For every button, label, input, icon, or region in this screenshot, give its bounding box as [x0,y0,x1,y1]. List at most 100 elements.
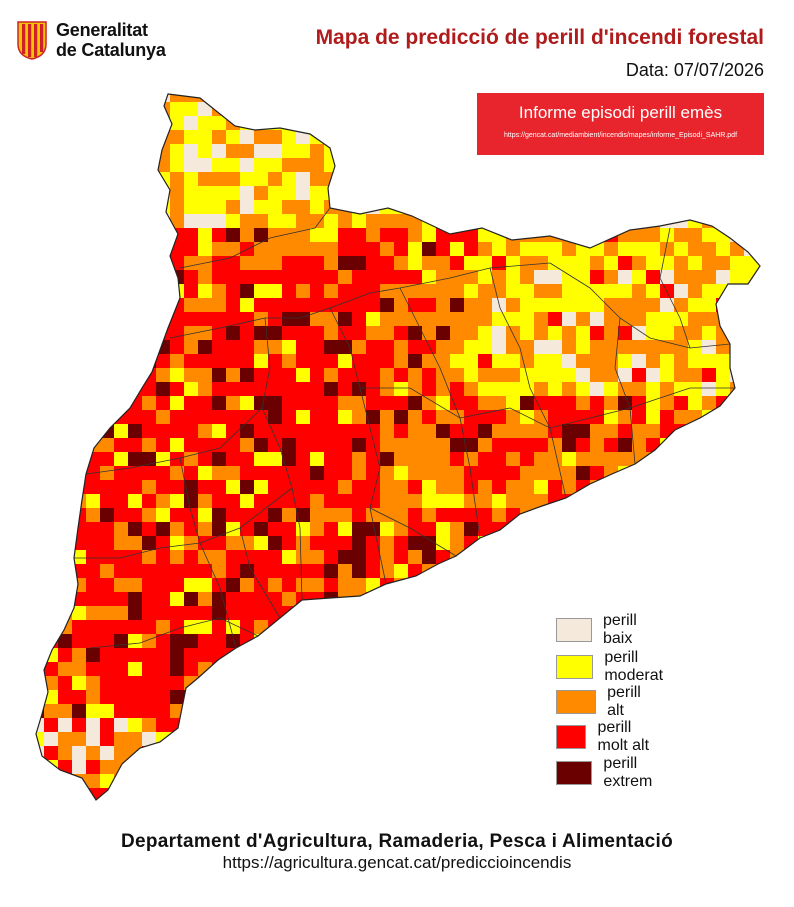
risk-cell [394,760,408,774]
risk-cell [408,676,422,690]
risk-cell [296,382,310,396]
risk-cell [324,648,338,662]
risk-cell [310,466,324,480]
risk-cell [254,284,268,298]
risk-cell [86,522,100,536]
risk-cell [422,410,436,424]
risk-cell [730,578,744,592]
risk-cell [464,256,478,270]
risk-cell [338,494,352,508]
risk-cell [170,606,184,620]
risk-cell [352,802,366,808]
risk-cell [324,284,338,298]
episode-banner[interactable]: Informe episodi perill emès https://genc… [477,93,764,155]
risk-cell [632,270,646,284]
risk-cell [324,606,338,620]
risk-cell [744,410,758,424]
risk-cell [240,676,254,690]
risk-cell [506,788,520,800]
risk-cell [478,340,492,354]
risk-cell [408,298,422,312]
risk-cell [184,662,198,676]
risk-cell [674,340,688,354]
legend-label: perill molt alt [597,719,650,754]
risk-cell [450,690,464,704]
risk-cell [100,130,114,144]
risk-cell [100,340,114,354]
legend-item-alt: perill alt [556,684,651,720]
risk-cell [58,102,72,116]
risk-cell [618,256,632,270]
risk-cell [310,760,324,774]
risk-cell [296,144,310,158]
risk-cell [72,172,86,186]
risk-cell [464,634,478,648]
risk-cell [716,690,730,704]
risk-cell [324,732,338,746]
risk-cell [688,312,702,326]
risk-cell [198,466,212,480]
risk-cell [534,774,548,788]
footer-url[interactable]: https://agricultura.gencat.cat/prediccio… [222,853,572,872]
risk-cell [380,494,394,508]
risk-cell [352,116,366,130]
risk-cell [590,102,604,116]
risk-cell [338,466,352,480]
risk-cell [254,172,268,186]
risk-cell [226,368,240,382]
risk-cell [184,256,198,270]
risk-cell [240,564,254,578]
risk-cell [604,144,618,158]
risk-cell [506,326,520,340]
risk-cell [730,312,744,326]
risk-cell [282,158,296,172]
risk-cell [240,522,254,536]
risk-cell [716,340,730,354]
risk-cell [408,270,422,284]
risk-cell [408,718,422,732]
risk-cell [674,256,688,270]
risk-cell [310,676,324,690]
risk-cell [646,802,660,808]
risk-cell [702,242,716,256]
risk-cell [170,592,184,606]
risk-cell [72,452,86,466]
risk-cell [394,452,408,466]
risk-cell [36,732,44,746]
risk-cell [254,340,268,354]
risk-cell [352,578,366,592]
risk-cell [212,256,226,270]
risk-cell [156,382,170,396]
risk-cell [604,172,618,186]
risk-cell [744,802,758,808]
risk-cell [660,494,674,508]
risk-cell [114,802,128,808]
risk-cell [44,508,58,522]
risk-cell [478,354,492,368]
risk-cell [198,522,212,536]
risk-cell [422,634,436,648]
risk-cell [240,242,254,256]
risk-cell [380,144,394,158]
risk-cell [408,606,422,620]
risk-cell [352,228,366,242]
risk-cell [450,620,464,634]
risk-cell [324,410,338,424]
risk-cell [590,410,604,424]
risk-cell [352,550,366,564]
risk-cell [128,382,142,396]
risk-cell [100,368,114,382]
risk-cell [492,732,506,746]
risk-cell [506,354,520,368]
risk-cell [268,760,282,774]
risk-cell [464,368,478,382]
risk-cell [338,116,352,130]
risk-cell [170,326,184,340]
risk-cell [422,732,436,746]
risk-cell [184,410,198,424]
risk-cell [450,94,464,102]
risk-cell [660,410,674,424]
risk-cell [478,94,492,102]
episode-url[interactable]: https://gencat.cat/mediambient/incendis/… [503,132,738,139]
risk-cell [282,242,296,256]
